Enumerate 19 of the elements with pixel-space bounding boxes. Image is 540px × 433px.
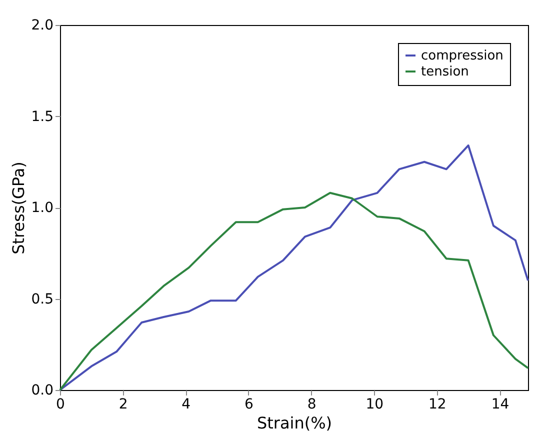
y-tick-label: 0.0 [31,382,54,398]
x-axis-title: Strain(%) [256,414,332,432]
y-tick-label: 1.5 [31,108,54,125]
line-series [59,144,529,391]
y-tick-label: 2.0 [31,18,54,34]
x-tick-label: 14 [491,396,510,412]
legend-label: compression [421,48,504,64]
x-tick-label: 4 [182,396,191,412]
legend-label: tension [421,64,469,80]
x-tick-label: 12 [428,396,446,412]
x-tick-label: 2 [118,396,128,412]
x-tick-label: 0 [56,396,65,412]
x-tick-label: 6 [244,396,254,412]
y-tick-label: 1.0 [31,200,54,216]
line-series [59,192,529,391]
y-axis-title: Stress(GPa) [9,162,28,254]
x-tick-label: 10 [366,396,384,412]
y-tick-label: 0.5 [31,291,54,308]
x-tick-label: 8 [307,396,316,412]
